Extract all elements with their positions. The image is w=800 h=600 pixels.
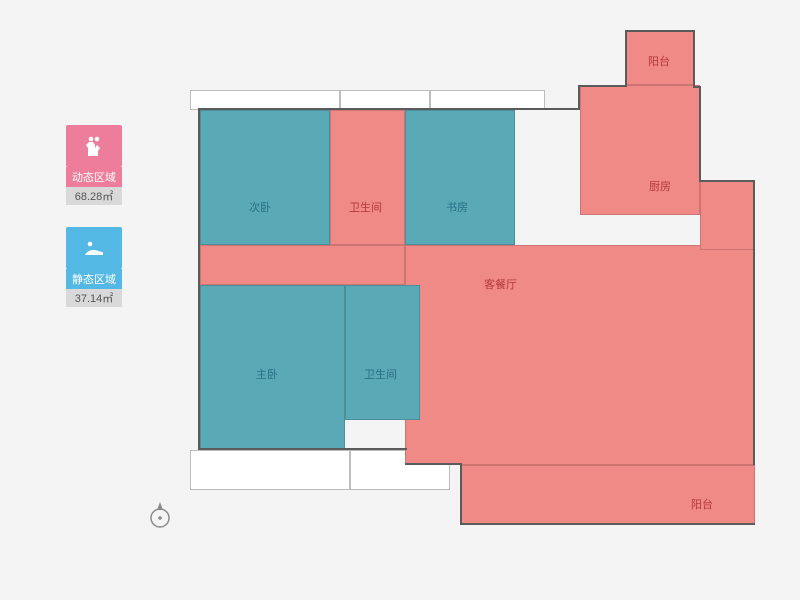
room-balcony_bottom: 阳台	[460, 465, 755, 525]
room-label: 厨房	[649, 178, 671, 194]
room-master_bed: 主卧	[200, 285, 345, 450]
room-label: 阳台	[691, 496, 713, 512]
wall-segment	[460, 523, 755, 525]
balcony-frame	[430, 90, 545, 110]
balcony-frame	[190, 90, 340, 110]
wall-segment	[200, 448, 407, 450]
wall-segment	[405, 463, 462, 465]
room-bath_top: 卫生间	[330, 110, 405, 245]
room-kitchen: 厨房	[580, 85, 700, 215]
legend-item: 静态区域37.14㎡	[66, 227, 122, 307]
wall-segment	[625, 30, 627, 87]
wall-segment	[198, 108, 580, 110]
room-label: 书房	[446, 199, 468, 215]
wall-segment	[198, 110, 200, 450]
room-label: 次卧	[249, 199, 271, 215]
legend-item: 动态区域68.28㎡	[66, 125, 122, 205]
wall-segment	[578, 85, 580, 110]
canvas: 动态区域68.28㎡静态区域37.14㎡ 阳台厨房次卧卫生间书房客餐厅主卧卫生间…	[0, 0, 800, 600]
compass-icon	[144, 498, 176, 530]
room-right_ext	[700, 180, 755, 250]
room-living: 客餐厅	[405, 245, 755, 465]
wall-segment	[578, 85, 627, 87]
wall-segment	[699, 180, 755, 182]
legend-value: 68.28㎡	[66, 187, 122, 205]
wall-segment	[693, 30, 695, 88]
room-label: 主卧	[256, 366, 278, 382]
balcony-frame	[340, 90, 430, 110]
room-label: 阳台	[648, 53, 670, 69]
rest-icon	[66, 227, 122, 269]
room-label: 卫生间	[349, 199, 382, 215]
legend-label: 静态区域	[66, 269, 122, 289]
legend-label: 动态区域	[66, 167, 122, 187]
legend-value: 37.14㎡	[66, 289, 122, 307]
zone-legend: 动态区域68.28㎡静态区域37.14㎡	[66, 125, 122, 329]
wall-segment	[625, 30, 695, 32]
room-label: 卫生间	[364, 366, 397, 382]
room-label: 客餐厅	[484, 276, 517, 292]
room-balcony_top: 阳台	[625, 30, 695, 85]
wall-segment	[460, 465, 462, 525]
people-icon	[66, 125, 122, 167]
wall-segment	[753, 180, 755, 465]
room-second_bed: 次卧	[200, 110, 330, 245]
room-study: 书房	[405, 110, 515, 245]
wall-segment	[699, 86, 701, 182]
floor-plan: 阳台厨房次卧卫生间书房客餐厅主卧卫生间阳台	[190, 30, 770, 550]
balcony-frame	[190, 450, 350, 490]
room-bath_bottom: 卫生间	[345, 285, 420, 420]
room-hall	[200, 245, 405, 285]
